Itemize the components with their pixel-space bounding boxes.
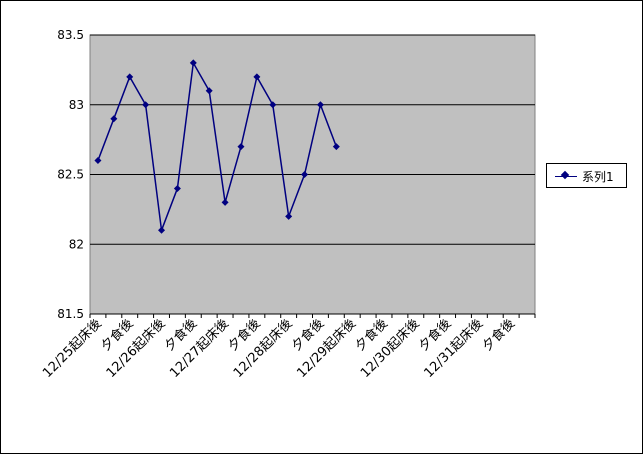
x-category-label: 12/25起床後 <box>40 316 105 381</box>
data-point-marker <box>94 157 102 165</box>
x-axis-tick-labels: 12/25起床後夕食後12/26起床後夕食後12/27起床後夕食後12/28起床… <box>40 314 536 381</box>
legend-diamond-marker <box>560 170 570 180</box>
data-point-marker <box>126 73 134 81</box>
x-category-label: 夕食後 <box>479 316 518 355</box>
data-point-marker <box>158 226 166 234</box>
data-point-marker <box>221 198 229 206</box>
data-point-marker <box>110 115 118 123</box>
data-point-marker <box>316 101 324 109</box>
data-point-marker <box>142 101 150 109</box>
legend: 系列1 <box>546 163 627 188</box>
y-tick-label: 83 <box>69 98 84 112</box>
y-axis-tick-labels: 81.5 82 82.5 83 83.5 <box>57 28 84 321</box>
data-point-marker <box>253 73 261 81</box>
data-point-marker <box>237 143 245 151</box>
y-tick-label: 81.5 <box>57 307 84 321</box>
y-tick-label: 83.5 <box>57 28 84 42</box>
data-point-marker <box>285 212 293 220</box>
data-point-marker <box>332 143 340 151</box>
data-point-marker <box>173 184 181 192</box>
y-tick-label: 82.5 <box>57 168 84 182</box>
legend-label-series-1: 系列1 <box>582 170 614 184</box>
y-tick-label: 82 <box>69 237 84 251</box>
data-point-marker <box>205 87 213 95</box>
data-point-marker <box>301 171 309 178</box>
gridlines <box>90 34 535 315</box>
series-1 <box>94 59 340 234</box>
data-point-marker <box>189 59 197 67</box>
data-point-marker <box>269 101 277 109</box>
series-line <box>97 60 338 231</box>
